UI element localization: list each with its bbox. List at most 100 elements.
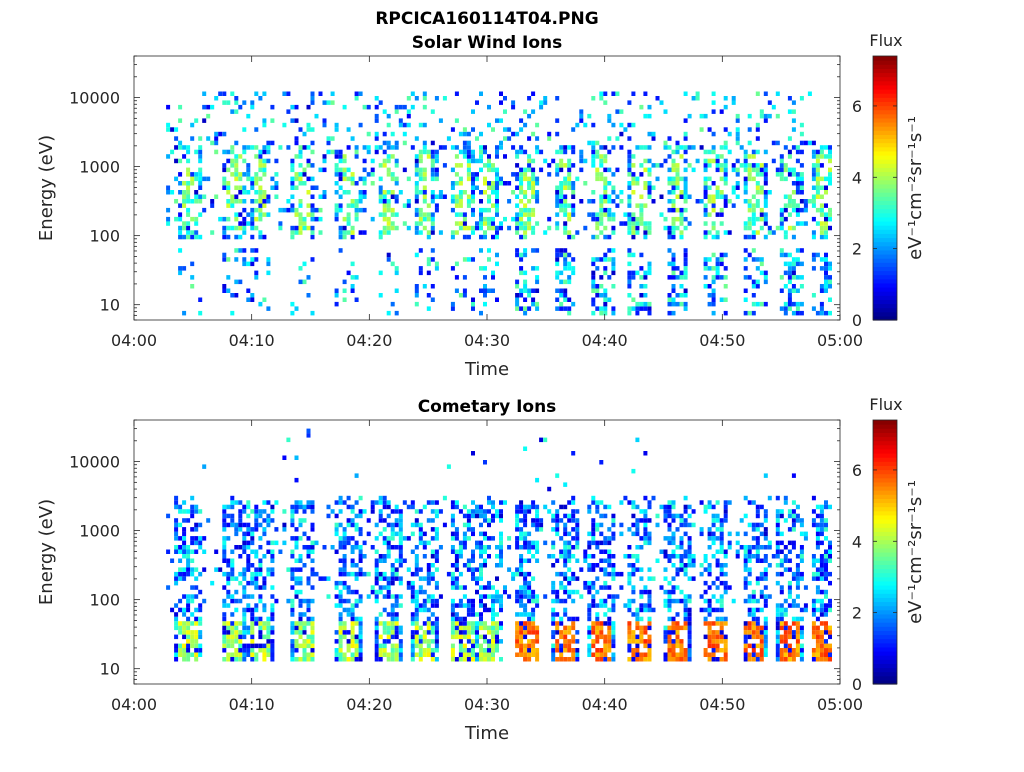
heatmap-cell (531, 226, 535, 231)
heatmap-cell (676, 150, 680, 155)
heatmap-cell (668, 635, 672, 640)
heatmap-cell (567, 262, 571, 267)
heatmap-cell (170, 190, 174, 195)
heatmap-cell (660, 100, 664, 105)
heatmap-cell (463, 536, 467, 541)
heatmap-cell (591, 496, 595, 501)
heatmap-cell (383, 594, 387, 599)
heatmap-cell (299, 212, 303, 217)
heatmap-cell (816, 545, 820, 550)
heatmap-cell (820, 302, 824, 307)
heatmap-cell (724, 639, 728, 644)
heatmap-cell (222, 230, 226, 235)
colorbar-segment (873, 299, 897, 304)
heatmap-cell (567, 500, 571, 505)
heatmap-cell (266, 150, 270, 155)
heatmap-cells (166, 429, 832, 662)
heatmap-cell (812, 603, 816, 608)
heatmap-cell (359, 550, 363, 555)
heatmap-cell (383, 163, 387, 168)
heatmap-cell (575, 177, 579, 182)
heatmap-cell (407, 199, 411, 204)
heatmap-cell (455, 505, 459, 510)
heatmap-cell (716, 608, 720, 613)
heatmap-cell (507, 136, 511, 141)
heatmap-cell (724, 514, 728, 519)
heatmap-cell (411, 581, 415, 586)
heatmap-cell (222, 635, 226, 640)
heatmap-cell (635, 271, 639, 276)
heatmap-cell (672, 159, 676, 164)
heatmap-cell (270, 585, 274, 590)
heatmap-cell (295, 306, 299, 311)
heatmap-cell (599, 208, 603, 213)
heatmap-cell (531, 644, 535, 649)
heatmap-cell (234, 141, 238, 146)
heatmap-cell (704, 159, 708, 164)
heatmap-cell (323, 168, 327, 173)
heatmap-cell (311, 203, 315, 208)
heatmap-cell (270, 559, 274, 564)
heatmap-cell (531, 500, 535, 505)
heatmap-cell (527, 289, 531, 294)
heatmap-cell (290, 648, 294, 653)
heatmap-cell (459, 599, 463, 604)
heatmap-cell (439, 545, 443, 550)
heatmap-cell (680, 639, 684, 644)
heatmap-cell (435, 514, 439, 519)
heatmap-cell (399, 657, 403, 662)
heatmap-cell (427, 257, 431, 262)
heatmap-cell (190, 136, 194, 141)
heatmap-cell (399, 514, 403, 519)
heatmap-cell (672, 500, 676, 505)
heatmap-cell (595, 657, 599, 662)
heatmap-cell (315, 208, 319, 213)
heatmap-cell (427, 639, 431, 644)
heatmap-cell (299, 635, 303, 640)
heatmap-cell (299, 150, 303, 155)
heatmap-cell (639, 208, 643, 213)
heatmap-cell (315, 114, 319, 119)
heatmap-cell (262, 581, 266, 586)
heatmap-cell (672, 576, 676, 581)
heatmap-cell (238, 523, 242, 528)
heatmap-cell (784, 302, 788, 307)
heatmap-cell (395, 518, 399, 523)
heatmap-cell (355, 599, 359, 604)
heatmap-cell (772, 230, 776, 235)
heatmap-cell (668, 536, 672, 541)
heatmap-cell (776, 518, 780, 523)
heatmap-cell (631, 648, 635, 653)
heatmap-cell (254, 653, 258, 658)
heatmap-cell (559, 186, 563, 191)
heatmap-cell (788, 109, 792, 114)
heatmap-cell (635, 621, 639, 626)
heatmap-cell (603, 585, 607, 590)
heatmap-cell (599, 257, 603, 262)
heatmap-cell (471, 527, 475, 532)
heatmap-cell (459, 653, 463, 658)
heatmap-cell (816, 653, 820, 658)
heatmap-cell (627, 563, 631, 568)
heatmap-cell (242, 635, 246, 640)
colorbar-segment (873, 163, 897, 168)
heatmap-cell (643, 230, 647, 235)
heatmap-cell (607, 608, 611, 613)
heatmap-cell (359, 594, 363, 599)
heatmap-cell (551, 514, 555, 519)
heatmap-cell (784, 639, 788, 644)
heatmap-cell (531, 554, 535, 559)
heatmap-cell (812, 217, 816, 222)
heatmap-cell (567, 203, 571, 208)
heatmap-cell (351, 262, 355, 267)
heatmap-cell (583, 581, 587, 586)
heatmap-cell (535, 280, 539, 285)
heatmap-cell (704, 208, 708, 213)
heatmap-cell (339, 172, 343, 177)
heatmap-cell (611, 554, 615, 559)
heatmap-cell (182, 536, 186, 541)
heatmap-cell (403, 536, 407, 541)
heatmap-cell (676, 181, 680, 186)
heatmap-cell (748, 545, 752, 550)
heatmap-cell (591, 275, 595, 280)
